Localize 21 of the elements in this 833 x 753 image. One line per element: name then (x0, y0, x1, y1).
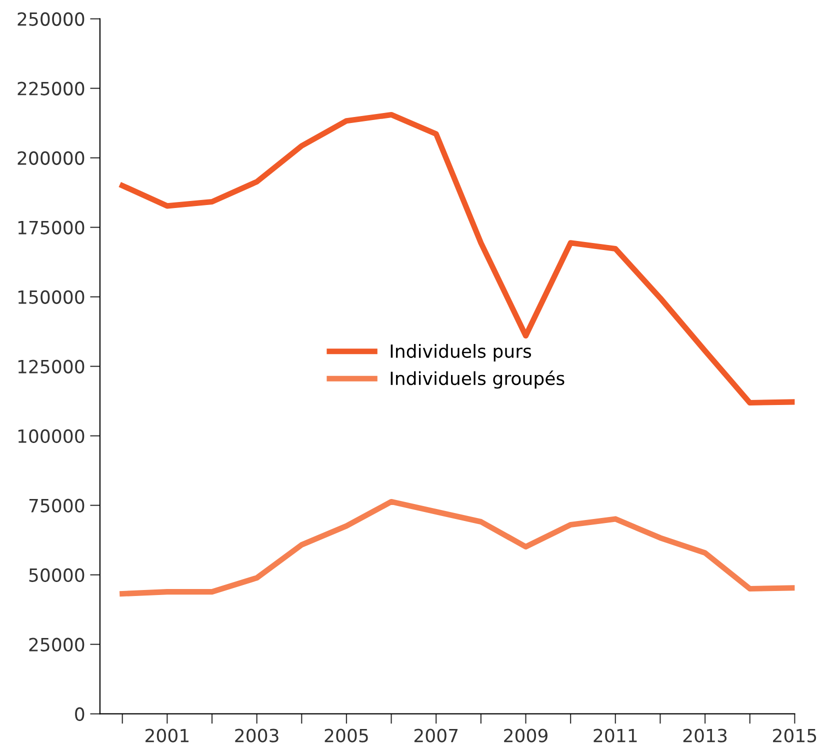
x-tick-label: 2011 (594, 728, 637, 742)
y-tick-label: 150000 (18, 290, 84, 304)
y-tick-label: 225000 (18, 82, 84, 96)
y-tick-label: 25000 (29, 638, 84, 652)
x-tick-label: 2013 (683, 728, 727, 742)
y-tick-label: 250000 (18, 12, 84, 26)
x-tick-label: 2001 (146, 728, 188, 742)
x-tick-label: 2015 (773, 728, 816, 742)
y-tick-label: 75000 (29, 498, 84, 512)
y-tick-label: 125000 (18, 360, 84, 374)
x-tick-label: 2009 (504, 728, 548, 742)
y-tick-label: 200000 (18, 151, 84, 165)
y-tick-label: 100000 (18, 429, 84, 443)
x-tick-label: 2007 (414, 728, 458, 742)
legend-label: Individuels groupés (390, 370, 564, 389)
y-tick-label: 50000 (29, 568, 84, 582)
y-tick-label: 0 (75, 707, 84, 721)
y-tick-label: 175000 (18, 220, 84, 234)
x-tick-label: 2003 (235, 728, 278, 742)
legend-label: Individuels purs (390, 344, 532, 362)
x-tick-label: 2005 (324, 728, 368, 742)
